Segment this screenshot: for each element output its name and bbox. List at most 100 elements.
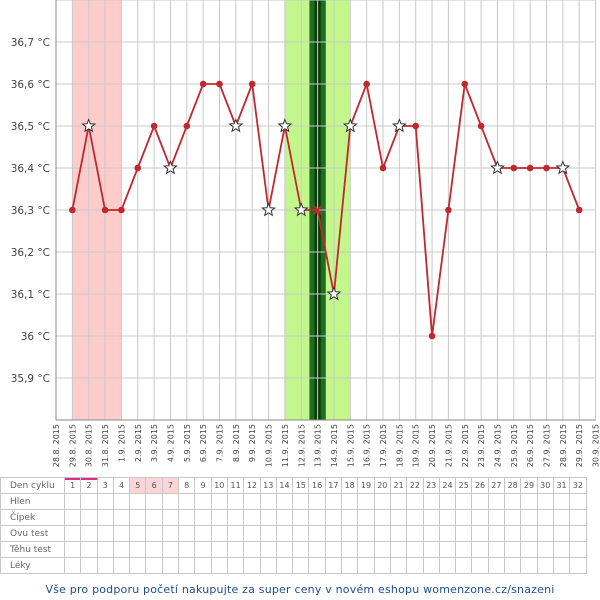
record-cell[interactable] xyxy=(536,541,554,558)
record-cell[interactable] xyxy=(145,525,163,542)
cycle-day-cell[interactable]: 31 xyxy=(552,477,571,494)
record-cell[interactable] xyxy=(145,509,163,526)
record-cell[interactable] xyxy=(373,541,391,558)
record-cell[interactable] xyxy=(569,541,587,558)
cycle-day-cell[interactable]: 20 xyxy=(373,477,391,494)
cycle-day-cell[interactable]: 22 xyxy=(406,477,424,494)
cycle-day-cell[interactable]: 13 xyxy=(259,477,277,494)
record-cell[interactable] xyxy=(422,525,440,542)
cycle-day-cell[interactable]: 3 xyxy=(96,477,114,494)
record-cell[interactable] xyxy=(63,525,82,542)
record-cell[interactable] xyxy=(178,541,196,558)
cycle-day-cell[interactable]: 2 xyxy=(80,477,98,494)
record-cell[interactable] xyxy=(438,557,457,574)
record-cell[interactable] xyxy=(243,525,261,542)
record-cell[interactable] xyxy=(389,557,408,574)
record-cell[interactable] xyxy=(275,557,294,574)
cycle-day-cell[interactable]: 12 xyxy=(243,477,261,494)
cycle-day-cell[interactable]: 11 xyxy=(226,477,245,494)
record-cell[interactable] xyxy=(357,509,375,526)
record-cell[interactable] xyxy=(96,509,114,526)
record-cell[interactable] xyxy=(178,557,196,574)
cycle-day-cell[interactable]: 24 xyxy=(438,477,457,494)
record-cell[interactable] xyxy=(520,509,538,526)
record-cell[interactable] xyxy=(569,493,587,510)
cycle-day-cell[interactable]: 28 xyxy=(504,477,522,494)
eshop-banner-link[interactable]: Vše pro podporu početí nakupujte za supe… xyxy=(45,583,555,596)
record-cell[interactable] xyxy=(96,525,114,542)
record-cell[interactable] xyxy=(552,557,571,574)
record-cell[interactable] xyxy=(226,541,245,558)
record-cell[interactable] xyxy=(471,509,489,526)
record-cell[interactable] xyxy=(63,509,82,526)
cycle-day-cell[interactable]: 23 xyxy=(422,477,440,494)
record-cell[interactable] xyxy=(292,509,310,526)
record-cell[interactable] xyxy=(357,557,375,574)
record-cell[interactable] xyxy=(455,509,473,526)
record-cell[interactable] xyxy=(112,525,131,542)
record-cell[interactable] xyxy=(373,525,391,542)
record-cell[interactable] xyxy=(63,541,82,558)
record-cell[interactable] xyxy=(552,509,571,526)
record-cell[interactable] xyxy=(536,493,554,510)
record-cell[interactable] xyxy=(308,525,326,542)
record-cell[interactable] xyxy=(373,493,391,510)
record-cell[interactable] xyxy=(226,509,245,526)
record-cell[interactable] xyxy=(243,509,261,526)
record-cell[interactable] xyxy=(194,493,212,510)
record-cell[interactable] xyxy=(275,525,294,542)
record-cell[interactable] xyxy=(308,493,326,510)
record-cell[interactable] xyxy=(112,557,131,574)
record-cell[interactable] xyxy=(145,557,163,574)
record-cell[interactable] xyxy=(292,493,310,510)
cycle-day-cell[interactable]: 25 xyxy=(455,477,473,494)
record-cell[interactable] xyxy=(455,541,473,558)
record-cell[interactable] xyxy=(292,557,310,574)
record-cell[interactable] xyxy=(569,525,587,542)
cycle-day-cell[interactable]: 16 xyxy=(308,477,326,494)
cycle-day-cell[interactable]: 18 xyxy=(341,477,359,494)
record-cell[interactable] xyxy=(145,541,163,558)
record-cell[interactable] xyxy=(129,541,147,558)
record-cell[interactable] xyxy=(438,509,457,526)
record-cell[interactable] xyxy=(96,557,114,574)
cycle-day-cell[interactable]: 1 xyxy=(63,477,82,494)
cycle-day-cell[interactable]: 29 xyxy=(520,477,538,494)
record-cell[interactable] xyxy=(96,493,114,510)
record-cell[interactable] xyxy=(373,509,391,526)
record-cell[interactable] xyxy=(80,557,98,574)
record-cell[interactable] xyxy=(389,493,408,510)
record-cell[interactable] xyxy=(487,557,506,574)
record-cell[interactable] xyxy=(471,541,489,558)
record-cell[interactable] xyxy=(161,493,180,510)
record-cell[interactable] xyxy=(210,493,228,510)
cycle-day-cell[interactable]: 8 xyxy=(178,477,196,494)
cycle-day-cell[interactable]: 26 xyxy=(471,477,489,494)
record-cell[interactable] xyxy=(357,525,375,542)
cycle-day-cell[interactable]: 19 xyxy=(357,477,375,494)
record-cell[interactable] xyxy=(389,509,408,526)
record-cell[interactable] xyxy=(552,541,571,558)
record-cell[interactable] xyxy=(308,509,326,526)
cycle-day-cell[interactable]: 14 xyxy=(275,477,294,494)
record-cell[interactable] xyxy=(194,525,212,542)
record-cell[interactable] xyxy=(471,557,489,574)
record-cell[interactable] xyxy=(536,525,554,542)
record-cell[interactable] xyxy=(129,493,147,510)
record-cell[interactable] xyxy=(96,541,114,558)
cycle-day-cell[interactable]: 17 xyxy=(324,477,343,494)
record-cell[interactable] xyxy=(161,541,180,558)
record-cell[interactable] xyxy=(406,557,424,574)
record-cell[interactable] xyxy=(504,525,522,542)
record-cell[interactable] xyxy=(552,493,571,510)
record-cell[interactable] xyxy=(504,541,522,558)
record-cell[interactable] xyxy=(341,557,359,574)
record-cell[interactable] xyxy=(324,509,343,526)
record-cell[interactable] xyxy=(243,557,261,574)
record-cell[interactable] xyxy=(194,541,212,558)
record-cell[interactable] xyxy=(129,509,147,526)
record-cell[interactable] xyxy=(194,509,212,526)
record-cell[interactable] xyxy=(569,557,587,574)
cycle-day-cell[interactable]: 21 xyxy=(389,477,408,494)
cycle-day-cell[interactable]: 32 xyxy=(569,477,587,494)
